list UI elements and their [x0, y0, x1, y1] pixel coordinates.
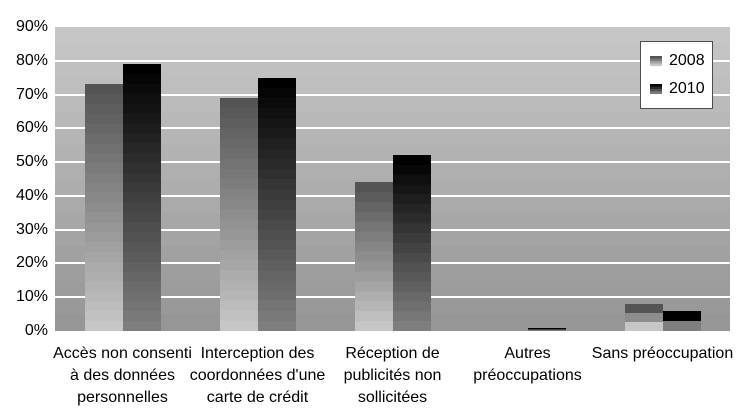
- bar-2008: [624, 303, 663, 331]
- y-tick-label: 50%: [15, 153, 48, 171]
- bar-2008: [219, 97, 258, 331]
- bar-2010: [527, 327, 566, 331]
- legend-marker-2010-icon: [650, 84, 662, 94]
- plot-area: [55, 27, 730, 331]
- legend-label-2010: 2010: [669, 80, 705, 97]
- gridline: [55, 93, 730, 96]
- category-label: Autres préoccupations: [473, 345, 582, 384]
- y-tick-label: 30%: [15, 220, 48, 238]
- y-tick-label: 0%: [24, 322, 48, 339]
- bar-2010: [662, 310, 701, 331]
- y-tick-label: 60%: [15, 119, 48, 137]
- y-tick-label: 90%: [15, 18, 48, 35]
- y-tick-label: 70%: [15, 85, 48, 103]
- y-tick-label: 80%: [15, 51, 48, 69]
- legend-marker-2008-icon: [650, 56, 662, 66]
- gridline: [55, 59, 730, 62]
- bar-2010: [257, 77, 296, 331]
- legend-item-2008: 2008: [650, 52, 712, 70]
- bar-2010: [392, 155, 431, 331]
- category-label: Sans préoccupation: [591, 345, 734, 362]
- bar-2010: [122, 64, 161, 331]
- bar-2008: [354, 182, 393, 331]
- category-label: Interception des coordonnées d'une carte…: [189, 345, 326, 406]
- legend: 2008 2010: [640, 41, 713, 109]
- gridline: [55, 127, 730, 130]
- y-tick-label: 20%: [15, 254, 48, 272]
- legend-item-2010: 2010: [650, 80, 712, 98]
- y-tick-label: 40%: [15, 186, 48, 204]
- legend-label-2008: 2008: [669, 52, 705, 69]
- category-label: Réception de publicités non sollicitées: [343, 345, 442, 406]
- y-tick-label: 10%: [15, 288, 48, 306]
- category-label: Accès non consenti à des données personn…: [53, 345, 192, 406]
- bar-2008: [84, 84, 123, 331]
